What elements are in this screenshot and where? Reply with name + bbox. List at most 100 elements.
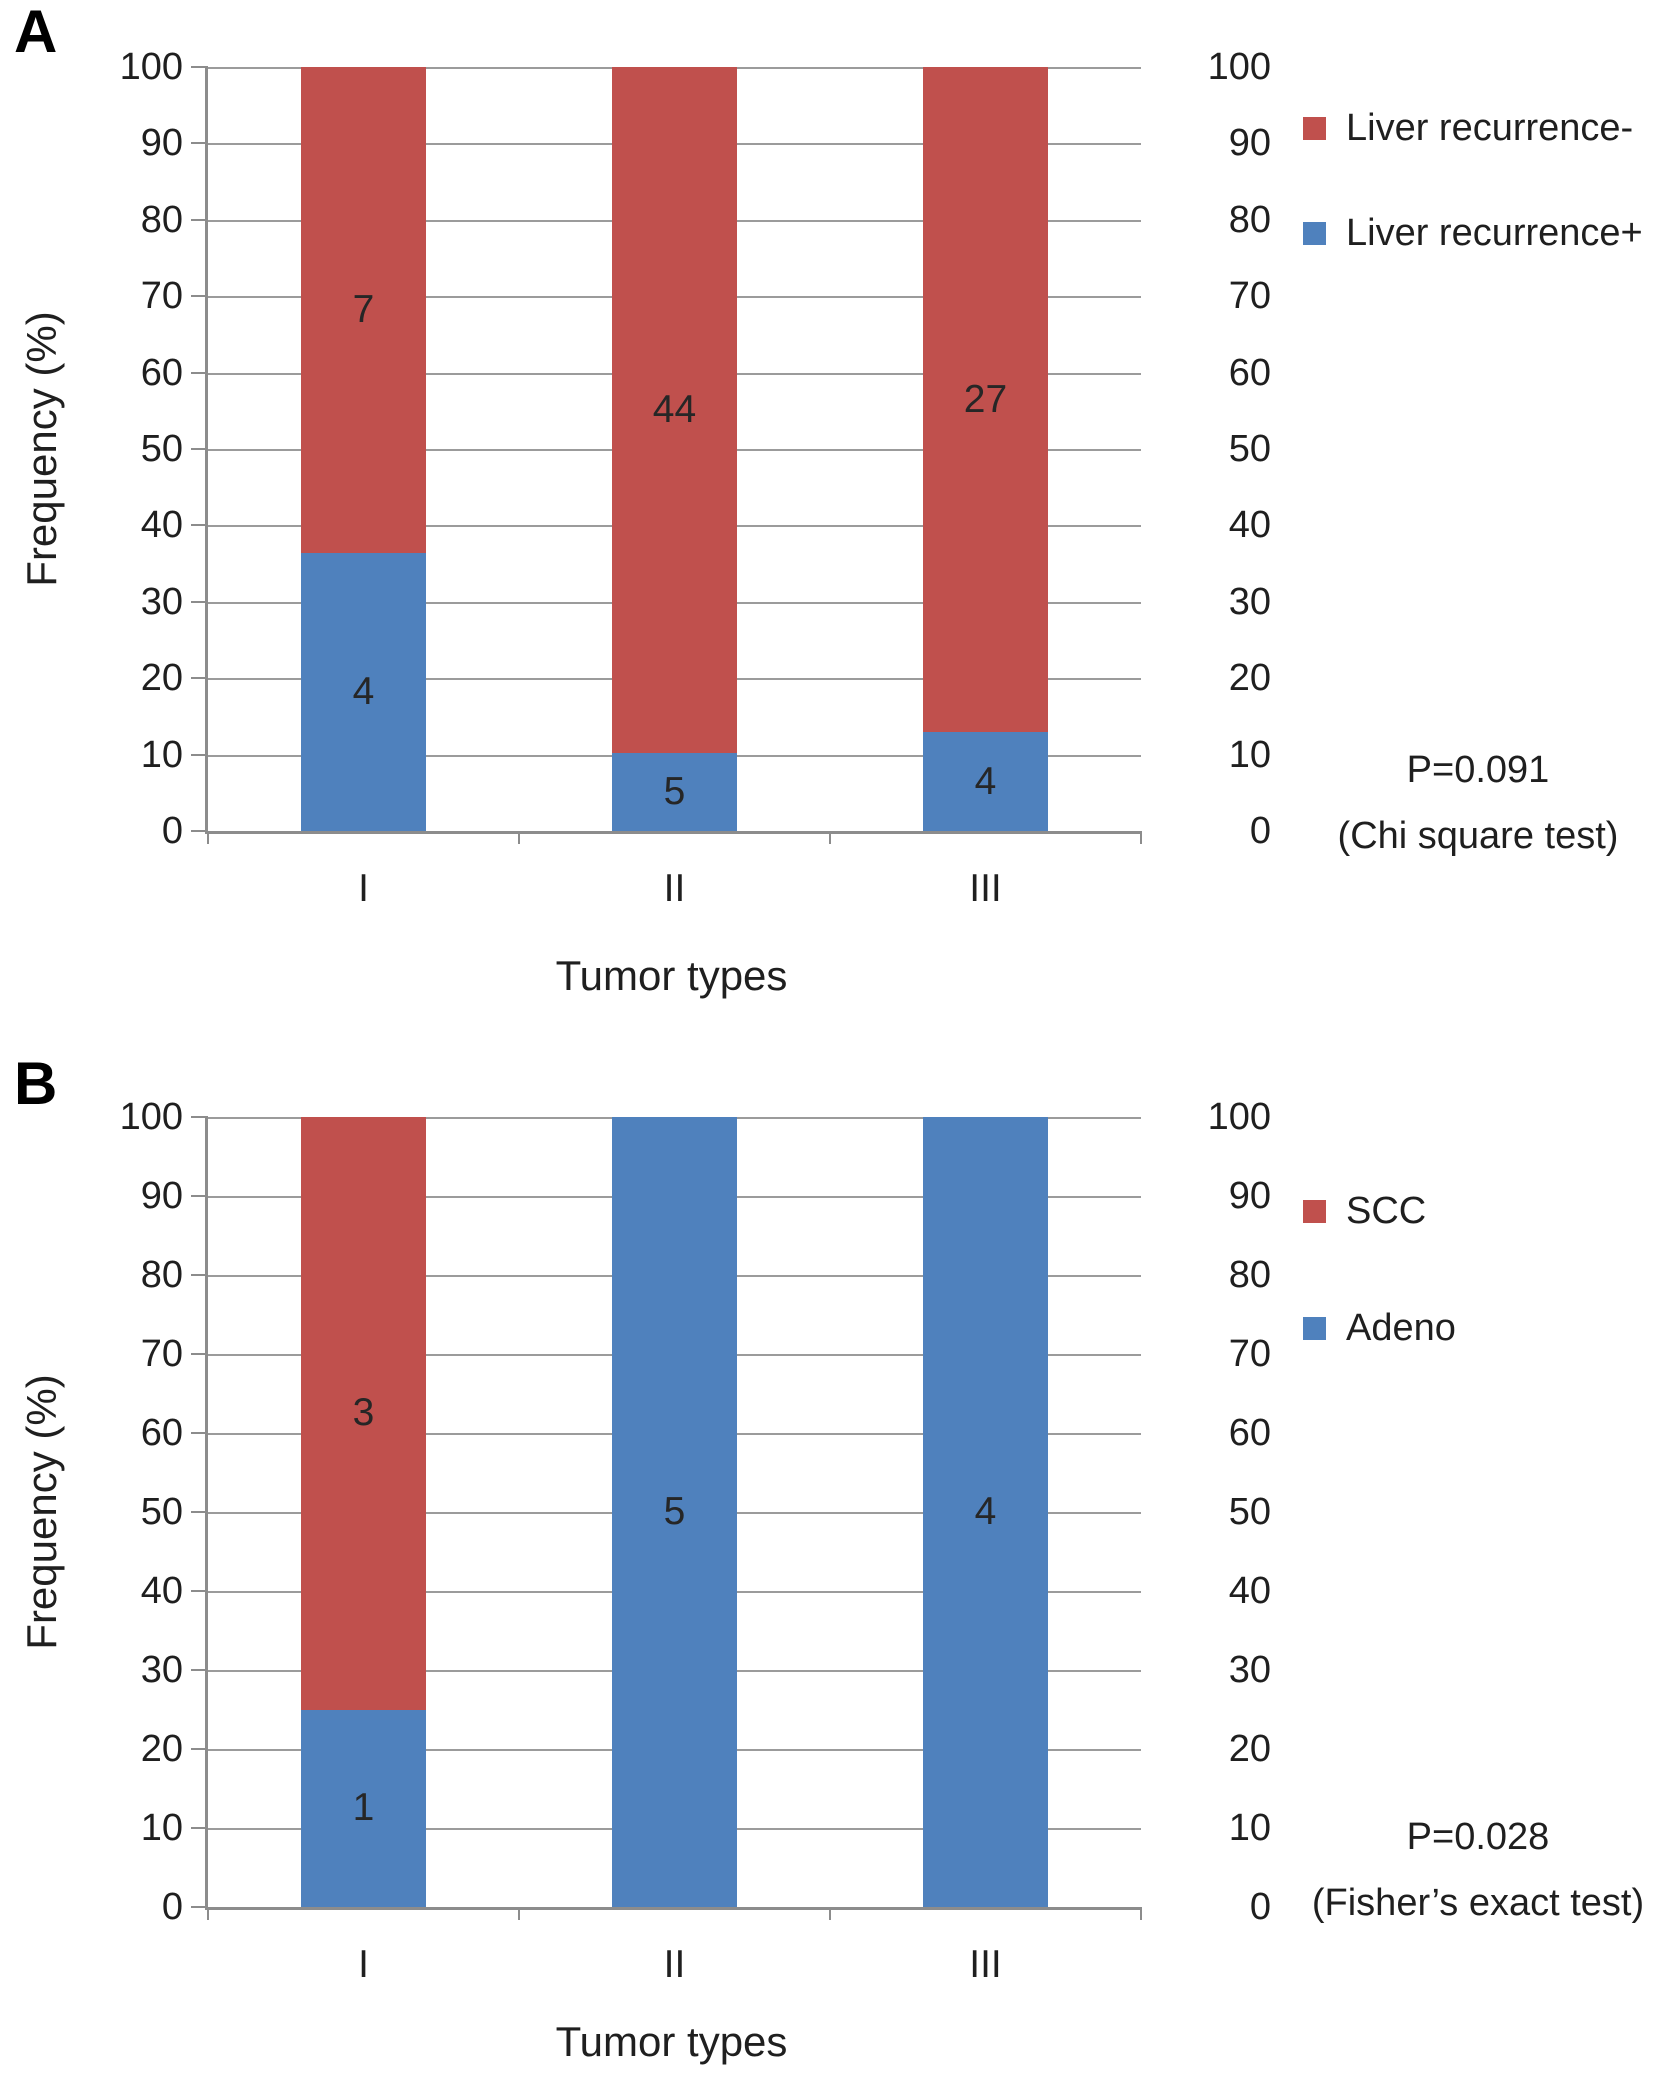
panel-a: A Frequency (%) 0 0 10 10 20 20 30 30 40 40 50 50 60… xyxy=(14,0,1643,1000)
bar-value-label: 3 xyxy=(352,1391,375,1435)
y-axis-tick xyxy=(191,524,208,527)
x-axis-title: Tumor types xyxy=(555,952,788,999)
x-category-label: III xyxy=(969,867,1002,910)
y-tick-label-left: 60 xyxy=(140,351,183,394)
legend-item: Liver recurrence+ xyxy=(1303,212,1643,255)
y-tick-label-left: 50 xyxy=(140,428,183,470)
y-tick-label-left: 0 xyxy=(161,810,183,852)
legend-item: Liver recurrence- xyxy=(1303,107,1643,150)
y-tick-label-right: 40 xyxy=(1228,1570,1271,1612)
bar-segment-blue: 1 xyxy=(300,1709,426,1907)
y-axis-title: Frequency (%) xyxy=(18,311,65,587)
y-tick-label-left: 80 xyxy=(140,1254,183,1296)
y-axis-tick xyxy=(191,677,208,680)
legend: SCC Adeno xyxy=(1303,1190,1456,1412)
x-axis-tick xyxy=(828,831,831,844)
y-axis-tick xyxy=(191,1511,208,1513)
y-tick-label-right: 40 xyxy=(1228,504,1271,547)
bar-segment-blue: 5 xyxy=(611,1117,737,1907)
bar-segment-blue: 5 xyxy=(611,753,737,831)
bar-segment-red: 7 xyxy=(300,67,426,553)
bar-segment-red: 27 xyxy=(922,67,1048,733)
y-tick-label-right: 100 xyxy=(1207,46,1271,88)
y-tick-label-left: 100 xyxy=(119,1096,183,1138)
y-tick-label-left: 30 xyxy=(140,1649,183,1691)
bar-value-label: 4 xyxy=(974,759,997,803)
y-axis-tick xyxy=(191,1590,208,1592)
y-tick-label-right: 50 xyxy=(1228,1491,1271,1533)
y-tick-label-right: 10 xyxy=(1228,1807,1271,1849)
y-axis-tick xyxy=(191,371,208,374)
legend-item: SCC xyxy=(1303,1190,1456,1233)
y-axis-tick xyxy=(191,218,208,221)
y-axis-tick xyxy=(191,1906,208,1908)
bar-segment-blue: 4 xyxy=(922,732,1048,831)
y-tick-label-left: 40 xyxy=(140,1570,183,1612)
x-category-label: I xyxy=(358,1943,369,1986)
x-axis-title: Tumor types xyxy=(555,2018,788,2065)
y-axis-tick xyxy=(191,830,208,832)
y-axis-tick xyxy=(191,1353,208,1355)
y-tick-label-right: 20 xyxy=(1228,657,1271,700)
y-tick-label-right: 60 xyxy=(1228,351,1271,394)
y-axis-tick xyxy=(191,1827,208,1829)
y-tick-label-right: 20 xyxy=(1228,1728,1271,1770)
x-axis-tick xyxy=(207,831,209,844)
y-axis-tick xyxy=(191,1432,208,1434)
test-name-text: (Chi square test) xyxy=(1337,815,1619,857)
legend-swatch-blue xyxy=(1303,222,1326,245)
legend-swatch-red xyxy=(1303,1200,1326,1223)
panel-a-letter: A xyxy=(14,0,58,65)
y-axis-tick xyxy=(191,600,208,603)
test-name-text: (Fisher’s exact test) xyxy=(1311,1882,1645,1924)
y-tick-label-left: 30 xyxy=(140,580,183,623)
y-tick-label-left: 90 xyxy=(140,1175,183,1217)
y-tick-label-right: 50 xyxy=(1228,428,1271,470)
stacked-bar: 5 44 xyxy=(611,67,737,831)
y-tick-label-left: 50 xyxy=(140,1491,183,1533)
y-tick-label-left: 100 xyxy=(119,46,183,88)
legend-item: Adeno xyxy=(1303,1307,1456,1350)
y-tick-label-right: 60 xyxy=(1228,1412,1271,1454)
legend: Liver recurrence- Liver recurrence+ xyxy=(1303,107,1643,317)
y-tick-label-right: 70 xyxy=(1228,1333,1271,1375)
panel-b: B Frequency (%) 0 0 10 10 20 20 30 30 40 40 50 50 60… xyxy=(0,1040,1677,2076)
legend-swatch-blue xyxy=(1303,1317,1326,1340)
y-axis-tick xyxy=(191,753,208,756)
y-tick-label-left: 90 xyxy=(140,122,183,165)
p-value-text: P=0.028 xyxy=(1406,1816,1550,1858)
legend-label: Liver recurrence- xyxy=(1346,107,1634,149)
y-axis-tick xyxy=(191,448,208,450)
x-axis-tick xyxy=(517,831,520,844)
y-tick-label-right: 0 xyxy=(1249,810,1271,852)
y-tick-label-left: 70 xyxy=(140,275,183,318)
y-axis-title: Frequency (%) xyxy=(18,1374,65,1650)
x-category-label: II xyxy=(663,867,686,910)
bar-segment-blue: 4 xyxy=(922,1117,1048,1907)
y-tick-label-right: 80 xyxy=(1228,198,1271,241)
x-category-label: II xyxy=(663,1943,686,1986)
y-tick-label-right: 30 xyxy=(1228,1649,1271,1691)
y-tick-label-right: 70 xyxy=(1228,275,1271,318)
y-axis-tick xyxy=(191,1669,208,1671)
y-tick-label-left: 20 xyxy=(140,657,183,700)
p-value-annotation: P=0.028 (Fisher’s exact test) xyxy=(1258,1804,1677,1936)
y-tick-label-left: 20 xyxy=(140,1728,183,1770)
x-axis-tick xyxy=(1140,831,1142,844)
y-tick-label-left: 10 xyxy=(140,733,183,776)
bar-value-label: 27 xyxy=(963,377,1008,421)
panel-b-letter: B xyxy=(14,1050,58,1117)
y-tick-label-left: 80 xyxy=(140,198,183,241)
y-tick-label-right: 0 xyxy=(1249,1886,1271,1928)
x-axis-tick xyxy=(1140,1907,1142,1920)
bar-value-label: 4 xyxy=(974,1490,997,1533)
bar-segment-blue: 4 xyxy=(300,552,426,831)
bar-value-label: 7 xyxy=(352,287,375,331)
y-axis-tick xyxy=(191,295,208,298)
x-category-label: I xyxy=(358,867,369,910)
bar-segment-red: 3 xyxy=(300,1117,426,1710)
y-axis-tick xyxy=(191,1748,208,1750)
stacked-bar: 5 xyxy=(611,1117,737,1907)
